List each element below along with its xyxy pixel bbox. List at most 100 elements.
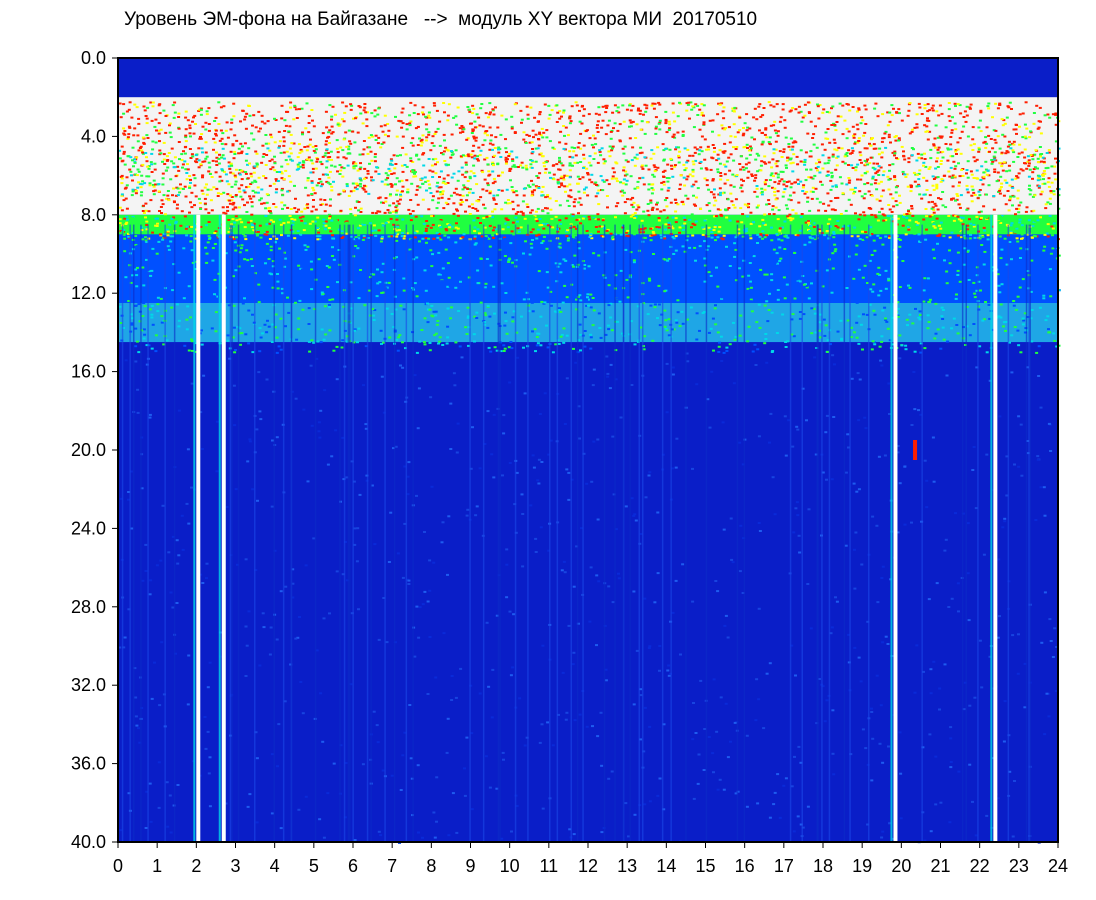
speckle-dot xyxy=(587,215,591,218)
speckle-dot xyxy=(442,102,446,104)
speckle-dot xyxy=(788,158,792,161)
speckle-dot xyxy=(956,148,960,151)
speckle-dot xyxy=(430,314,434,317)
speckle-dot xyxy=(485,156,489,159)
speckle-dot xyxy=(481,188,485,191)
speckle-dot xyxy=(992,208,996,211)
speckle-dot xyxy=(504,162,508,165)
speckle-dot xyxy=(952,160,956,163)
speckle-dot xyxy=(205,193,209,196)
speckle-dot xyxy=(781,103,785,106)
speckle-dot xyxy=(245,153,249,155)
speckle-dot xyxy=(905,173,909,176)
speckle-dot xyxy=(948,175,952,178)
speckle-dot xyxy=(513,103,517,106)
speckle-dot xyxy=(516,227,520,230)
speckle-dot xyxy=(586,296,589,299)
speckle-dot xyxy=(652,232,656,235)
speckle-dot xyxy=(853,190,857,193)
speckle-dot xyxy=(759,164,763,167)
speckle-dot xyxy=(508,170,512,172)
speckle-dot xyxy=(161,183,165,186)
speckle-dot xyxy=(444,146,448,149)
speckle-dot xyxy=(631,196,635,199)
speckle-dot xyxy=(931,104,935,107)
speckle-dot xyxy=(136,140,140,143)
speckle-dot xyxy=(1051,234,1054,237)
speckle-dot xyxy=(535,220,539,223)
speckle-dot xyxy=(542,217,546,220)
speckle-dot xyxy=(514,216,518,219)
speckle-dot xyxy=(674,210,678,213)
speckle-dot xyxy=(1047,151,1051,154)
speckle-dot xyxy=(620,332,624,335)
speckle-dot xyxy=(285,110,288,113)
speckle-dot xyxy=(615,110,619,113)
speckle-dot xyxy=(203,186,207,189)
speckle-dot xyxy=(200,343,204,346)
speckle-dot xyxy=(439,219,443,221)
speckle-dot xyxy=(598,225,602,228)
speckle-dot xyxy=(410,214,414,217)
speckle-dot xyxy=(858,159,862,161)
speckle-dot xyxy=(395,235,399,238)
speckle-dot xyxy=(888,235,892,238)
speckle-dot xyxy=(538,224,542,227)
speckle-dot xyxy=(994,102,998,105)
speckle-dot xyxy=(188,185,192,188)
speckle-dot xyxy=(869,156,873,159)
speckle-dot xyxy=(1016,329,1020,332)
speckle-dot xyxy=(691,170,695,173)
speckle-dot xyxy=(546,346,550,349)
speckle-dot xyxy=(622,166,626,169)
speckle-dot xyxy=(538,172,542,175)
speckle-dot xyxy=(908,286,912,289)
speckle-dot xyxy=(893,136,897,139)
speckle-dot xyxy=(466,188,470,190)
speckle-dot xyxy=(408,122,412,125)
speckle-dot xyxy=(571,164,574,167)
speckle-dot xyxy=(558,161,562,163)
speckle-dot xyxy=(437,233,441,235)
speckle-dot xyxy=(708,119,712,122)
speckle-dot xyxy=(760,190,764,193)
speckle-dot xyxy=(1023,148,1027,151)
speckle-dot xyxy=(516,211,520,213)
speckle-dot xyxy=(941,326,945,329)
speckle-dot xyxy=(532,216,536,219)
speckle-dot xyxy=(835,216,839,219)
speckle-dot xyxy=(600,126,604,129)
speckle-dot xyxy=(234,180,238,183)
speckle-dot xyxy=(330,185,334,188)
speckle-dot xyxy=(1025,206,1029,209)
speckle-dot xyxy=(979,210,983,213)
speckle-dot xyxy=(577,212,580,215)
speckle-dot xyxy=(855,301,859,304)
speckle-dot xyxy=(769,124,773,127)
speckle-dot xyxy=(791,145,795,148)
speckle-dot xyxy=(362,148,366,151)
speckle-dot xyxy=(441,181,445,184)
speckle-dot xyxy=(535,344,539,347)
speckle-dot xyxy=(131,159,134,162)
speckle-dot xyxy=(445,148,449,151)
speckle-dot xyxy=(596,131,600,133)
speckle-dot xyxy=(1028,136,1032,139)
speckle-dot xyxy=(847,224,851,227)
speckle-dot xyxy=(252,229,255,232)
speckle-dot xyxy=(489,264,493,267)
speckle-dot xyxy=(491,234,495,237)
speckle-dot xyxy=(349,103,353,106)
speckle-dot xyxy=(650,222,654,225)
speckle-dot xyxy=(848,179,852,182)
speckle-dot xyxy=(573,198,577,201)
speckle-dot xyxy=(1044,255,1048,258)
speckle-dot xyxy=(466,137,470,140)
speckle-dot xyxy=(264,215,268,217)
speckle-dot xyxy=(327,213,331,216)
speckle-dot xyxy=(667,226,671,229)
speckle-dot xyxy=(1041,156,1045,159)
speckle-dot xyxy=(770,172,774,175)
speckle-dot xyxy=(1009,195,1013,198)
speckle-dot xyxy=(612,223,616,226)
